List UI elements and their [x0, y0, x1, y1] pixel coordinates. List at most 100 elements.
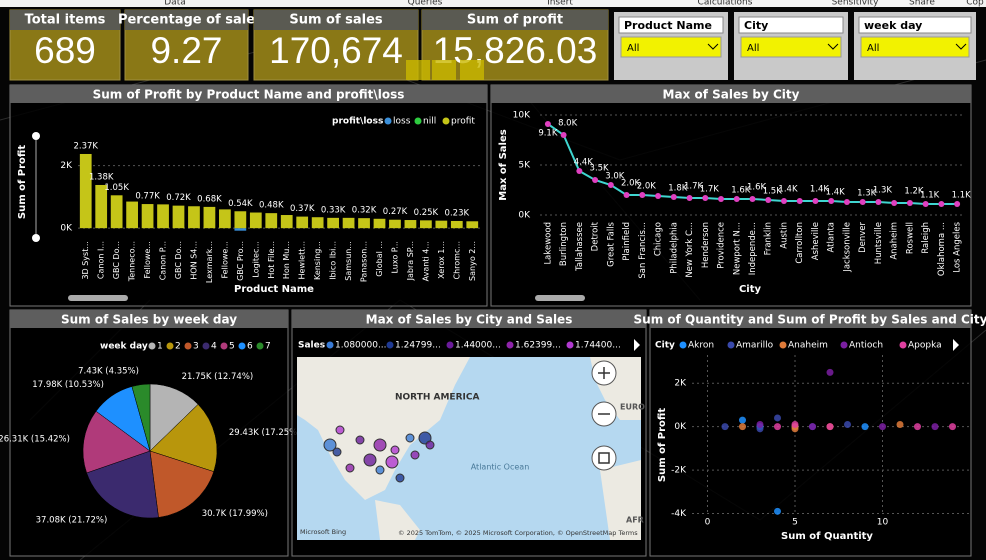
legend-label[interactable]: Akron	[688, 341, 714, 351]
legend-marker	[386, 341, 394, 349]
data-label: 0.77K	[135, 192, 160, 202]
legend-label[interactable]: 3	[193, 342, 199, 352]
map-bubble	[425, 440, 435, 450]
slider-handle[interactable]	[32, 234, 40, 242]
map-label: Atlantic Ocean	[471, 463, 530, 472]
legend-label[interactable]: Antioch	[849, 341, 883, 351]
x-tick-label: Great Falls	[606, 221, 616, 266]
line-marker	[655, 193, 662, 199]
panel-title: Sum of Profit by Product Name and profit…	[93, 88, 405, 102]
header-icon[interactable]	[432, 60, 456, 80]
x-axis-label: City	[739, 284, 762, 295]
legend-label[interactable]: 2	[175, 342, 181, 352]
data-label: 0.23K	[445, 208, 470, 218]
bar	[110, 195, 123, 229]
legend-label[interactable]: 1	[157, 342, 163, 352]
legend-marker	[566, 341, 574, 349]
ribbon-tab[interactable]: Queries	[408, 0, 443, 8]
line-marker	[780, 198, 787, 204]
panel-header	[650, 310, 971, 328]
bar	[126, 201, 138, 229]
legend-label[interactable]: 1.62399...	[515, 341, 561, 351]
y-tick-label: -4K	[671, 509, 687, 519]
line-marker	[560, 132, 567, 138]
scatter-point	[844, 420, 851, 428]
slicer-dropdown[interactable]	[620, 36, 722, 58]
panel-header	[292, 310, 646, 328]
legend-label[interactable]: 7	[265, 342, 271, 352]
legend-label[interactable]: 1.080000...	[335, 341, 387, 351]
scatter-point	[949, 423, 956, 431]
line-marker	[875, 199, 882, 205]
legend-label[interactable]: Amarillo	[736, 341, 774, 351]
legend-label[interactable]: Anaheim	[788, 341, 828, 351]
legend-label[interactable]: 5	[229, 342, 235, 352]
legend-label[interactable]: 1.44000...	[455, 341, 501, 351]
map-button[interactable]	[591, 445, 617, 471]
legend-label[interactable]: 1.24799...	[395, 341, 441, 351]
legend-next[interactable]	[634, 339, 640, 351]
legend-label[interactable]: 4	[211, 342, 217, 352]
slider-handle[interactable]	[32, 132, 40, 140]
bar	[249, 212, 262, 229]
legend-marker	[779, 341, 787, 349]
ribbon-tab[interactable]: Sensitivity	[832, 0, 880, 8]
legend-title: profit\loss	[332, 117, 383, 127]
line-marker	[954, 201, 961, 207]
bar	[280, 215, 293, 229]
x-tick-label: Canon I...	[97, 241, 106, 279]
line-marker	[623, 192, 630, 198]
panel-header	[10, 85, 487, 103]
scatter-point	[739, 423, 746, 431]
map-button-icon	[598, 367, 610, 379]
x-tick-label: HON S4...	[189, 241, 198, 280]
ribbon-tab[interactable]: Share	[909, 0, 935, 8]
legend-label[interactable]: Apopka	[908, 341, 942, 351]
map-label: © 2025 TomTom, © 2025 Microsoft Corporat…	[398, 529, 638, 537]
data-label: 0.54K	[228, 199, 253, 209]
data-label: 3.0K	[605, 172, 625, 182]
ribbon-tab[interactable]: Data	[164, 0, 186, 8]
scatter-point	[931, 423, 939, 431]
ribbon-tab[interactable]: Cop	[966, 0, 984, 8]
legend-marker	[220, 342, 228, 350]
x-tick-label: Austin	[779, 222, 789, 249]
scrollbar[interactable]	[535, 295, 585, 301]
header-icon[interactable]	[406, 60, 430, 80]
bar	[373, 218, 386, 229]
ribbon-tab[interactable]: Calculations	[698, 0, 753, 8]
line-marker	[733, 196, 740, 202]
x-tick-label: Huntsville	[874, 222, 884, 264]
line-marker	[592, 177, 599, 183]
map-label: EURO	[620, 403, 645, 412]
legend-next[interactable]	[953, 339, 959, 351]
legend-label[interactable]: nill	[423, 117, 436, 127]
slicer-dropdown[interactable]	[860, 36, 970, 58]
card-value: 689	[34, 30, 96, 71]
header-icon[interactable]	[460, 60, 484, 80]
legend-label[interactable]: 1.74400...	[575, 341, 621, 351]
data-label: 1.3K	[857, 189, 877, 199]
x-tick-label: Asheville	[811, 222, 821, 260]
data-label: 1.5K	[763, 187, 783, 197]
line-marker	[891, 200, 898, 206]
data-label: 4.4K	[574, 158, 594, 168]
map-bubble	[385, 455, 399, 469]
pie-slice	[131, 383, 151, 452]
data-label: 2.0K	[637, 182, 657, 192]
card-value: 9.27	[150, 30, 222, 71]
ribbon-tab[interactable]: Insert	[547, 0, 573, 8]
data-label: 0.25K	[414, 208, 439, 218]
x-tick-label: Panason...	[360, 241, 369, 282]
x-tick-label: Logitec...	[251, 241, 260, 278]
scatter-point	[721, 423, 729, 431]
scrollbar[interactable]	[68, 295, 128, 301]
legend-label[interactable]: 6	[247, 342, 253, 352]
scatter-point	[809, 423, 816, 431]
slicer-dropdown[interactable]	[740, 36, 842, 58]
x-tick-label: Hewlett...	[298, 241, 307, 280]
legend-label[interactable]: loss	[393, 117, 411, 127]
bar	[420, 220, 432, 229]
line-marker	[938, 201, 945, 207]
legend-label[interactable]: profit	[451, 117, 475, 127]
